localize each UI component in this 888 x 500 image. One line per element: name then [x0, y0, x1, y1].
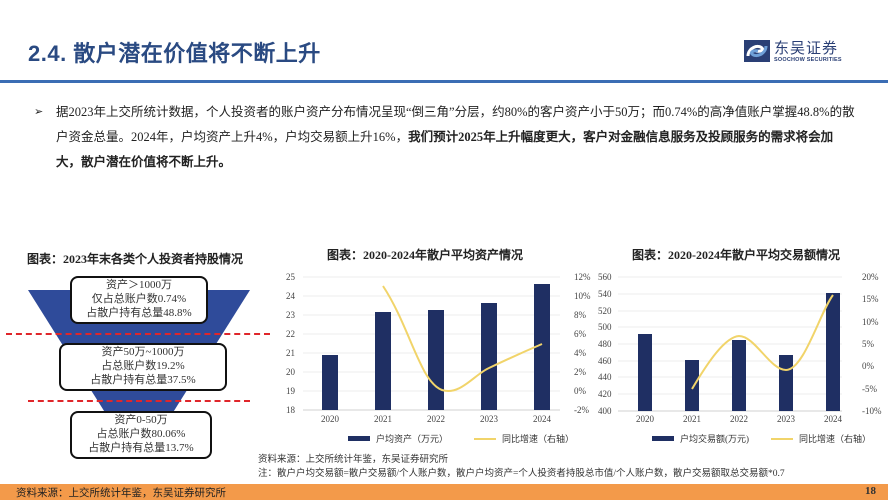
- tier-label: 资产＞1000万: [106, 279, 172, 291]
- tier-divider-2: [28, 400, 250, 402]
- tier-label: 资产0-50万: [114, 414, 168, 426]
- legend-line-swatch-icon: [474, 437, 497, 440]
- legend-line-swatch-icon: [771, 437, 793, 440]
- logo-chinese-name: 东吴证券: [774, 38, 839, 57]
- summary-text: 据2023年上交所统计数据，个人投资者的账户资产分布情况呈现“倒三角”分层，约8…: [36, 100, 856, 175]
- legend-bar-swatch-icon: [652, 436, 674, 441]
- summary-text-bold: 我们预计2025年上升幅度更大，客户对金融信息服务及投顾服务的需求将会加大，散户…: [56, 130, 834, 169]
- trading-chart-legend: 户均交易额(万元) 同比增速（右轴）: [652, 432, 871, 445]
- logo-english-name: SOOCHOW SECURITIES: [774, 56, 842, 63]
- arrow-bullet-icon: ➢: [34, 106, 44, 118]
- tier-holding-share: 占散户持有总量13.7%: [88, 442, 194, 454]
- company-logo: 东吴证券 SOOCHOW SECURITIES: [744, 36, 842, 66]
- footer-bar: 资料来源：上交所统计年鉴，东吴证券研究所 18: [0, 484, 888, 500]
- assets-chart: [303, 276, 560, 411]
- trading-chart-title: 图表：2020-2024年散户平均交易额情况: [632, 248, 840, 262]
- tier-account-share: 占总账户数80.06%: [96, 428, 186, 440]
- assets-chart-legend: 户均资产（万元） 同比增速（右轴）: [348, 432, 574, 445]
- tier-label: 资产50万~1000万: [101, 346, 185, 358]
- assets-chart-title: 图表：2020-2024年散户平均资产情况: [327, 248, 523, 262]
- tier-holding-share: 占散户持有总量37.5%: [90, 374, 196, 386]
- tier-divider-1: [6, 333, 270, 335]
- page-title: 2.4. 散户潜在价值将不断上升: [28, 41, 321, 66]
- tier-holding-share: 占散户持有总量48.8%: [86, 307, 192, 319]
- funnel-tier-top: 资产＞1000万 仅占总账户数0.74% 占散户持有总量48.8%: [70, 276, 208, 324]
- page-number: 18: [865, 485, 876, 497]
- chart-source-note: 资料来源：上交所统计年鉴，东吴证券研究所: [258, 455, 449, 465]
- summary-bullet: ➢ 据2023年上交所统计数据，个人投资者的账户资产分布情况呈现“倒三角”分层，…: [34, 100, 856, 175]
- trading-chart: [618, 276, 842, 412]
- tier-account-share: 仅占总账户数0.74%: [91, 293, 187, 305]
- funnel-chart-title: 图表：2023年末各类个人投资者持股情况: [26, 252, 243, 266]
- tier-account-share: 占总账户数19.2%: [101, 360, 185, 372]
- funnel-tier-bottom: 资产0-50万 占总账户数80.06% 占散户持有总量13.7%: [70, 411, 212, 459]
- soochow-logo-icon: [744, 40, 770, 62]
- legend-bar-swatch-icon: [348, 436, 370, 441]
- header-divider: [0, 80, 888, 83]
- chart-footnote: 注：散户户均交易额=散户交易额/个人账户数，散户户均资产=个人投资者持股总市值/…: [258, 469, 785, 479]
- funnel-tier-middle: 资产50万~1000万 占总账户数19.2% 占散户持有总量37.5%: [59, 343, 227, 391]
- footer-source: 资料来源：上交所统计年鉴，东吴证券研究所: [16, 488, 226, 499]
- summary-text-normal: 据2023年上交所统计数据，个人投资者的账户资产分布情况呈现“倒三角”分层，约8…: [56, 105, 855, 144]
